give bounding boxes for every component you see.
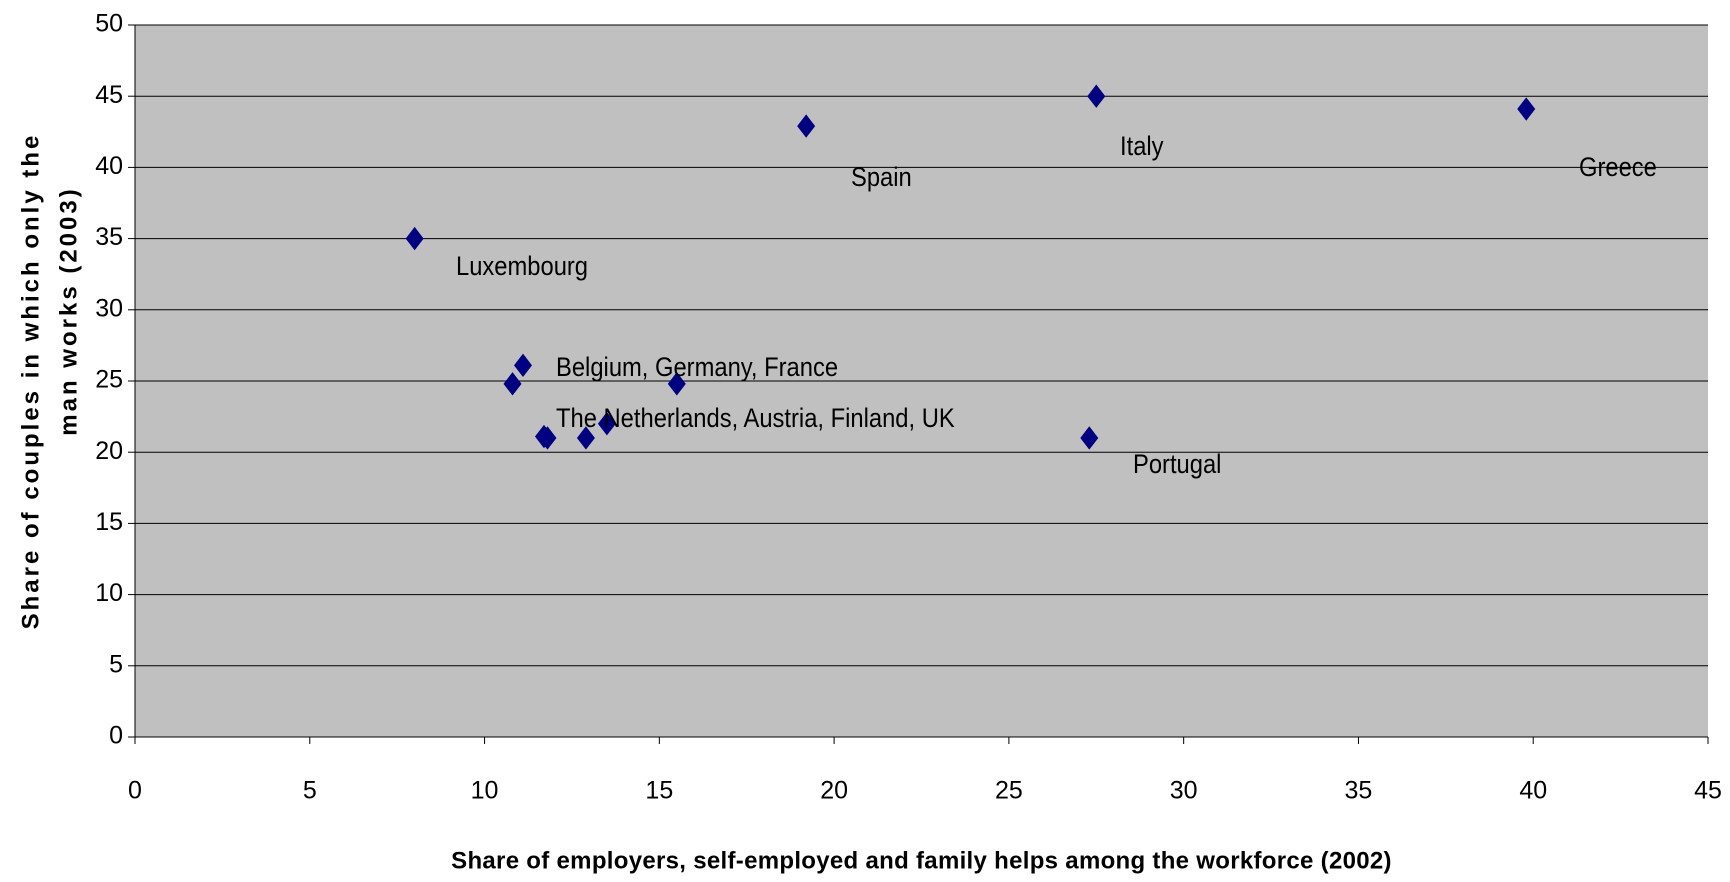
annotation: Italy [1120, 132, 1164, 162]
point [576, 426, 595, 450]
annotation: Belgium, Germany, France [556, 353, 838, 383]
y-tick-label: 10 [95, 579, 123, 607]
annotation: Spain [851, 163, 912, 193]
x-tick-label: 0 [128, 777, 142, 805]
y-tick-label: 35 [95, 223, 123, 251]
x-tick-label: 45 [1694, 777, 1722, 805]
point [667, 372, 686, 396]
y-tick-label: 30 [95, 294, 123, 322]
x-tick-label: 40 [1519, 777, 1547, 805]
x-tick-label: 15 [645, 777, 673, 805]
y-tick-label: 45 [95, 81, 123, 109]
x-tick-label: 25 [995, 777, 1023, 805]
point [1080, 426, 1099, 450]
annotation: Luxembourg [456, 252, 588, 282]
point [1517, 97, 1536, 121]
point [797, 114, 816, 138]
y-tick-label: 20 [95, 437, 123, 465]
y-tick-label: 0 [109, 722, 123, 750]
point [405, 226, 424, 251]
annotation: Greece [1579, 153, 1657, 183]
y-tick-label: 5 [109, 650, 123, 678]
y-tick-label: 15 [95, 508, 123, 536]
x-tick-label: 10 [471, 777, 499, 805]
x-tick-label: 20 [820, 777, 848, 805]
annotation: The Netherlands, Austria, Finland, UK [556, 404, 955, 434]
y-axis-title: man works (2003) [55, 186, 82, 435]
y-tick-label: 50 [95, 10, 123, 38]
annotation: Portugal [1133, 450, 1221, 480]
x-tick-label: 5 [303, 777, 317, 805]
x-tick-label: 30 [1170, 777, 1198, 805]
y-tick-label: 25 [95, 366, 123, 394]
y-axis-title: Share of couples in which only the [17, 133, 44, 630]
point [597, 412, 616, 436]
y-tick-label: 40 [95, 152, 123, 180]
point [514, 353, 533, 378]
x-tick-label: 35 [1345, 777, 1373, 805]
x-axis-title: Share of employers, self-employed and fa… [451, 847, 1392, 874]
point [538, 426, 557, 450]
point [1087, 84, 1106, 108]
point [503, 372, 522, 396]
